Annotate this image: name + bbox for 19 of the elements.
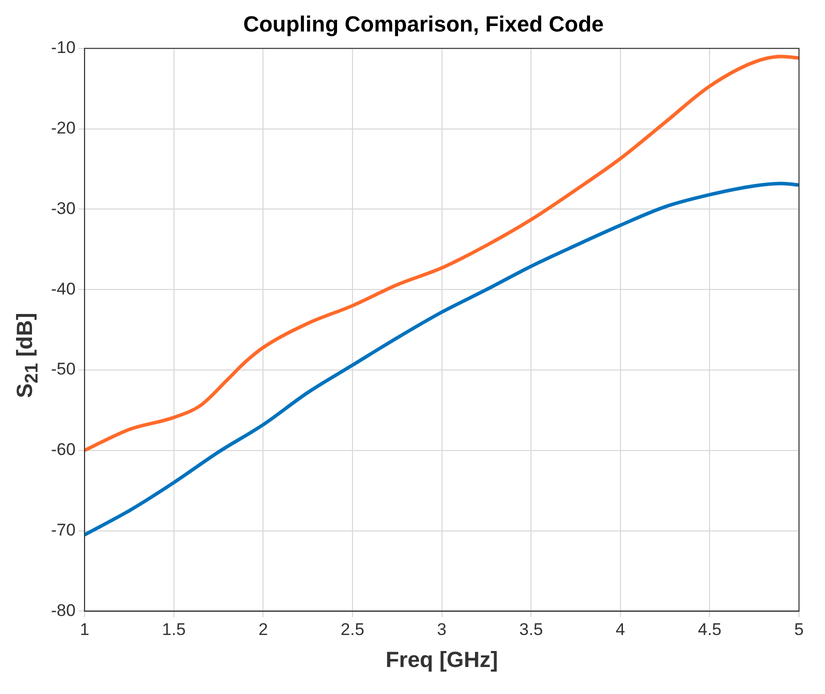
x-tick-label: 1.5: [162, 620, 186, 640]
y-tick-label: -70: [50, 520, 76, 540]
x-tick-label: 1: [80, 620, 90, 640]
chart-title: Coupling Comparison, Fixed Code: [243, 11, 604, 36]
y-tick-label: -30: [50, 198, 76, 218]
x-tick-label: 3.5: [519, 620, 543, 640]
y-tick-label: -60: [50, 440, 76, 460]
y-tick-label: -40: [50, 279, 76, 298]
x-tick-label: 4: [616, 620, 626, 640]
x-tick-label: 2.5: [340, 620, 364, 640]
x-tick-label: 3: [437, 620, 447, 640]
x-tick-label: 5: [794, 620, 804, 640]
y-tick-label: -50: [50, 360, 76, 379]
x-tick-label: 4.5: [698, 620, 722, 640]
x-tick-label: 2: [258, 620, 268, 640]
y-tick-label: -20: [50, 118, 76, 138]
y-tick-label: -80: [50, 600, 76, 620]
x-axis-title: Freq [GHz]: [386, 646, 498, 672]
y-tick-label: -10: [50, 38, 76, 58]
